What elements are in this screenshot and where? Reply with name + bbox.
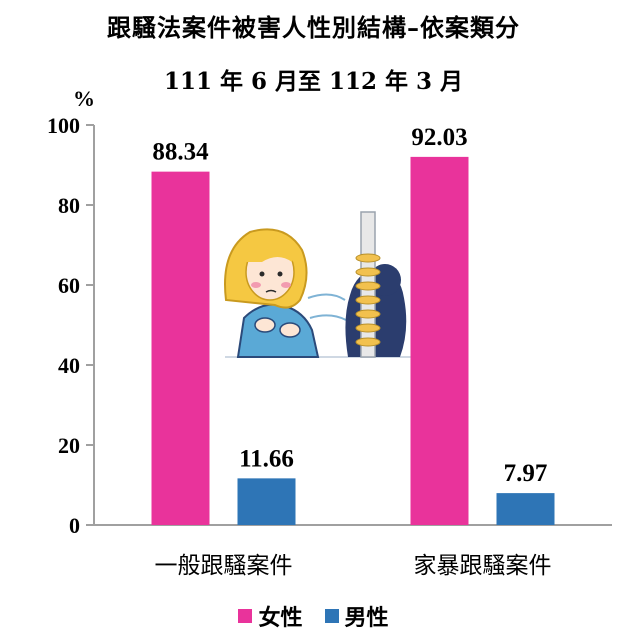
y-tick-label: 80: [58, 193, 80, 218]
legend-swatch: [238, 609, 253, 623]
y-tick-label: 60: [58, 273, 80, 298]
worried-woman-illustration: [220, 200, 430, 395]
y-tick-label: 20: [58, 433, 80, 458]
legend-label: 男性: [344, 605, 389, 631]
bar-female-2: [410, 156, 469, 525]
x-category-label: 一般跟騷案件: [155, 553, 293, 579]
y-tick-label: 0: [69, 513, 80, 538]
y-axis-unit-label: %: [73, 86, 95, 111]
bar-male-2: [496, 493, 555, 525]
bar-male-1: [237, 478, 296, 525]
bar-female-1: [151, 171, 210, 525]
data-label: 88.34: [152, 139, 209, 166]
data-label: 11.66: [239, 445, 294, 472]
data-label: 92.03: [411, 124, 467, 151]
data-label: 7.97: [504, 460, 548, 487]
legend-item-male: 男性: [324, 600, 389, 632]
legend-label: 女性: [258, 605, 303, 631]
y-tick-label: 100: [47, 113, 80, 138]
chart-subtitle: 111 年 6 月至 112 年 3 月: [163, 68, 464, 95]
chart-title: 跟騷法案件被害人性別結構–依案類分: [107, 13, 520, 42]
x-category-label: 家暴跟騷案件: [414, 553, 552, 579]
legend-swatch: [324, 609, 339, 623]
legend-item-female: 女性: [238, 600, 303, 632]
y-tick-label: 40: [58, 353, 80, 378]
legend: 女性 男性: [0, 600, 627, 632]
bar-chart: % 0 20 40 60 80 100 88.34 11.66 一般跟騷案件 92.03 7.97 家暴…: [47, 86, 612, 579]
